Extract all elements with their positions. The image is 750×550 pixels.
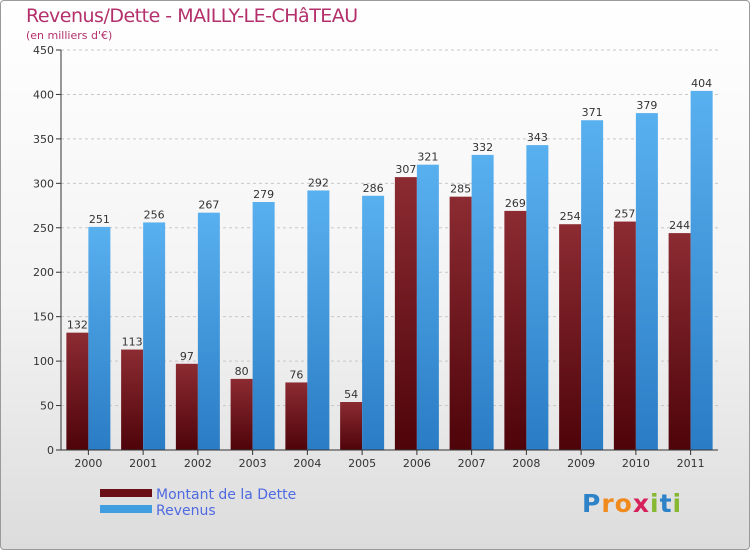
data-label: 379 [636, 99, 657, 112]
bar-dette [66, 332, 89, 450]
grid-lines [61, 49, 718, 407]
bar-revenus [143, 222, 166, 450]
bar-revenus [197, 212, 220, 450]
x-tick-label: 2001 [129, 457, 157, 470]
logo-letter: x [632, 489, 650, 518]
x-tick-label: 2005 [348, 457, 376, 470]
bar-revenus [362, 195, 385, 450]
bar-dette [121, 349, 144, 450]
y-tick-label: 200 [33, 266, 54, 279]
x-tick-label: 2009 [567, 457, 595, 470]
x-tick-label: 2007 [458, 457, 486, 470]
data-label: 113 [122, 336, 143, 349]
legend-label-revenus: Revenus [156, 503, 216, 519]
proxiti-logo: Proxiti [582, 489, 682, 518]
bar-revenus [88, 226, 111, 450]
bar-dette [175, 363, 198, 450]
bar-revenus [471, 154, 494, 450]
x-tick-label: 2002 [184, 457, 212, 470]
y-tick-label: 50 [40, 400, 54, 413]
data-label: 269 [505, 197, 526, 210]
bar-revenus [416, 164, 439, 450]
data-label: 321 [417, 151, 438, 164]
y-tick-label: 350 [33, 133, 54, 146]
bar-dette [340, 402, 363, 450]
data-label: 244 [669, 219, 690, 232]
bar-dette [230, 378, 253, 450]
bar-revenus [690, 90, 713, 450]
bar-dette [668, 233, 691, 450]
logo-letter: o [614, 489, 633, 518]
bar-dette [394, 177, 417, 450]
bar-dette [285, 382, 308, 450]
bar-revenus [526, 145, 549, 450]
data-label: 97 [180, 350, 194, 363]
bar-revenus [635, 113, 658, 450]
data-label: 251 [89, 213, 110, 226]
y-tick-label: 100 [33, 355, 54, 368]
legend-swatch-revenus [100, 505, 152, 513]
y-tick-label: 250 [33, 222, 54, 235]
x-tick-label: 2003 [239, 457, 267, 470]
data-label: 254 [560, 210, 581, 223]
logo-letter: i [672, 489, 683, 518]
bar-dette [559, 224, 582, 450]
data-label: 76 [289, 368, 303, 381]
chart-title: Revenus/Dette - MAILLY-LE-CHâTEAU [26, 5, 358, 27]
y-tick-label: 0 [47, 444, 54, 457]
data-label: 267 [198, 199, 219, 212]
bar-dette [504, 210, 527, 450]
data-label: 404 [691, 77, 712, 90]
bar-revenus [252, 202, 275, 450]
x-tick-label: 2006 [403, 457, 431, 470]
bar-revenus [307, 190, 330, 450]
y-tick-label: 150 [33, 311, 54, 324]
bars [66, 90, 713, 450]
data-label: 54 [344, 388, 358, 401]
data-label: 343 [527, 131, 548, 144]
x-tick-label: 2004 [293, 457, 321, 470]
data-label: 285 [450, 183, 471, 196]
logo-letter: t [659, 489, 673, 518]
data-label: 80 [235, 365, 249, 378]
bar-dette [613, 221, 636, 450]
data-label: 307 [395, 163, 416, 176]
data-label: 332 [472, 141, 493, 154]
legend-label-debt: Montant de la Dette [156, 487, 297, 503]
axes: 0 50 100 150 200 250 300 350 400 450 2000 2001 2002 2… [33, 44, 718, 470]
data-label: 132 [67, 319, 88, 332]
y-tick-label: 450 [33, 44, 54, 57]
y-tick-label: 400 [33, 88, 54, 101]
y-tick-label: 300 [33, 177, 54, 190]
data-label: 286 [363, 182, 384, 195]
data-label: 371 [582, 106, 603, 119]
bar-dette [449, 196, 472, 450]
data-label: 256 [144, 208, 165, 221]
logo-letter: r [601, 489, 615, 518]
x-tick-label: 2010 [622, 457, 650, 470]
logo-letter: P [582, 489, 602, 518]
logo-letter: i [650, 489, 660, 518]
x-tick-label: 2000 [74, 457, 102, 470]
bar-revenus [581, 120, 604, 450]
x-tick-label: 2011 [677, 457, 705, 470]
data-label: 279 [253, 188, 274, 201]
data-label: 257 [614, 208, 635, 221]
chart-subtitle: (en milliers d'€) [26, 29, 113, 42]
data-label: 292 [308, 176, 329, 189]
x-tick-label: 2008 [512, 457, 540, 470]
legend-swatch-debt [100, 489, 152, 497]
